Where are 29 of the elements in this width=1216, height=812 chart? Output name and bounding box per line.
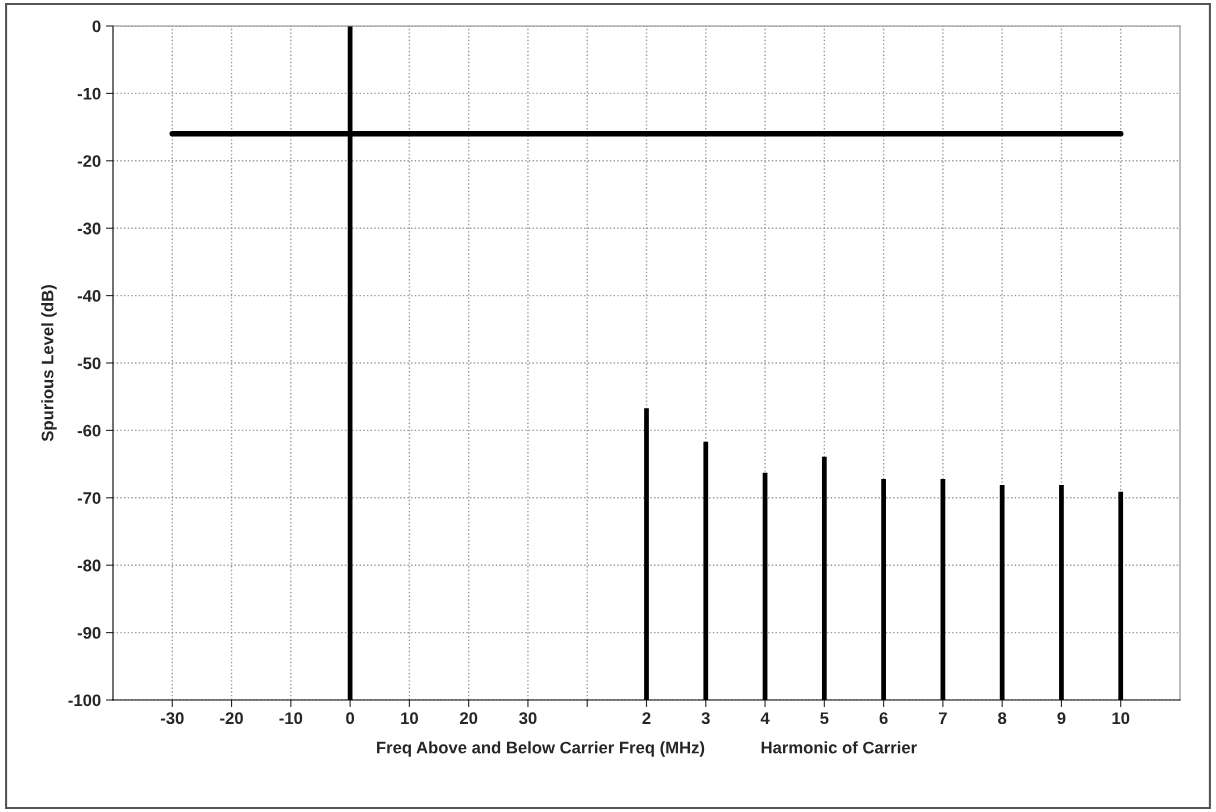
x-tick-label: 0	[346, 712, 355, 725]
x-tick-label: 8	[998, 712, 1007, 725]
y-tick-label: 0	[92, 20, 101, 33]
x-tick-label: -20	[220, 712, 243, 725]
y-tick-label: -40	[77, 290, 101, 302]
x-tick-label: 6	[879, 712, 888, 725]
y-axis-title: Spurious Level (dB)	[41, 285, 57, 442]
x-tick-label: 10	[1112, 712, 1130, 725]
y-tick-label: -20	[77, 155, 101, 167]
x-tick-label: 7	[938, 712, 947, 724]
x-tick-label: 2	[642, 712, 651, 724]
y-tick-label: -70	[77, 492, 101, 504]
x-tick-label: 3	[701, 712, 710, 725]
x-tick-label: 30	[519, 712, 537, 725]
y-tick-label: -10	[77, 87, 101, 100]
y-tick-label: -90	[77, 627, 101, 639]
x-tick-label: -10	[279, 712, 303, 725]
y-tick-label: -30	[77, 222, 101, 235]
x-tick-label: 5	[820, 712, 829, 725]
x-tick-label: 10	[401, 712, 418, 725]
x-tick-label: 4	[760, 712, 770, 724]
y-tick-label: -100	[68, 694, 101, 707]
y-tick-label: -50	[77, 357, 101, 370]
y-tick-label: -60	[77, 424, 101, 437]
x-tick-label: -30	[160, 712, 184, 725]
x-tick-label: 9	[1057, 712, 1066, 725]
x-axis-title: Freq Above and Below Carrier Freq (MHz) Harmonic of Carrier	[377, 741, 917, 757]
x-tick-label: 20	[459, 712, 478, 725]
y-tick-label: -80	[77, 559, 101, 572]
